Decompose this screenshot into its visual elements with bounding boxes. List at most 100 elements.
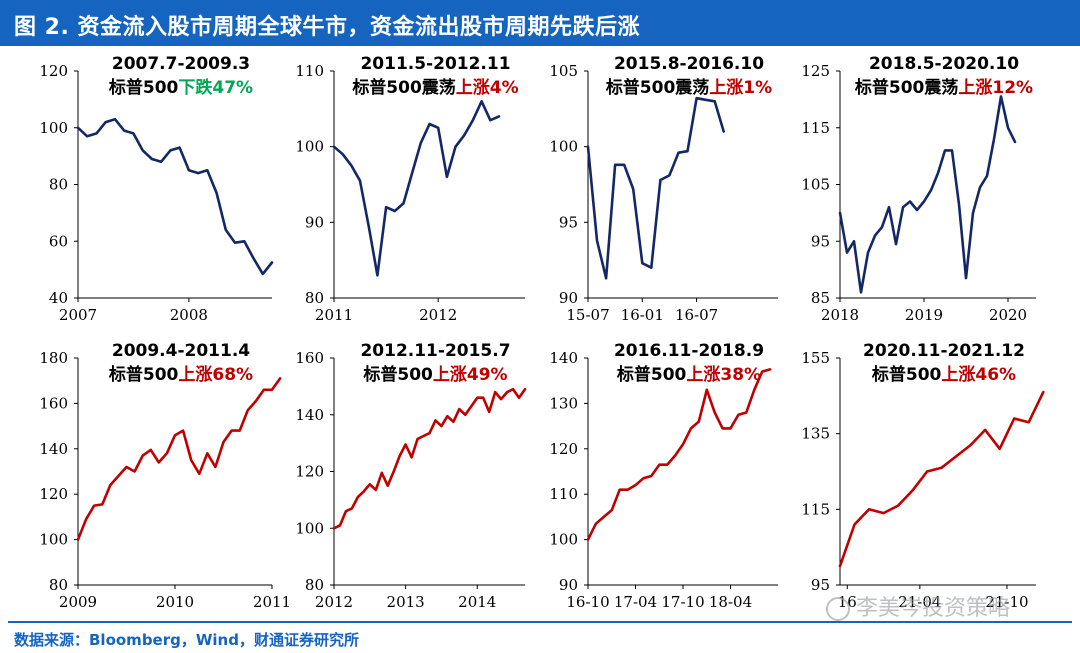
chart-title-change: 上涨38% — [686, 365, 761, 385]
chart-panel-3: 90 95 100 105 15-07 16-01 16-07 2015.8-2016.10 标… — [549, 54, 778, 324]
watermark-text: 李美岑投资策略 — [856, 596, 1011, 621]
y-tick-label: 125 — [801, 62, 830, 80]
chart-title-change: 上涨46% — [941, 365, 1016, 385]
chart-title-trend: 标普500上涨49% — [363, 364, 507, 385]
y-tick-label: 160 — [295, 349, 324, 367]
chart-title-change: 上涨12% — [958, 78, 1033, 98]
y-tick-label: 155 — [801, 349, 830, 367]
y-tick-label: 95 — [559, 213, 578, 231]
x-tick-label: 15-07 — [566, 306, 609, 324]
series-line — [586, 96, 726, 280]
y-tick-label: 100 — [39, 531, 68, 549]
chart-title-prefix: 标普500震荡 — [855, 77, 959, 98]
x-tick-label: 16-01 — [621, 306, 664, 324]
y-tick-label: 115 — [801, 119, 830, 137]
chart-title-change: 上涨1% — [709, 78, 772, 98]
chart-panel-2: 80 90 100 110 2011 2012 2011.5-2012.11 标普500震荡上… — [295, 54, 525, 324]
x-tick-label: 2009 — [59, 593, 97, 611]
chart-title-period: 2009.4-2011.4 — [112, 341, 250, 361]
x-tick-label: 2018 — [821, 306, 859, 324]
x-tick-label: 16-07 — [675, 306, 718, 324]
chart-title-change: 上涨68% — [178, 365, 253, 385]
chart-title-change: 上涨4% — [456, 78, 519, 98]
y-tick-label: 110 — [549, 485, 578, 503]
x-tick-label: 2013 — [387, 593, 425, 611]
y-tick-label: 100 — [549, 138, 578, 156]
x-tick-label: 2011 — [315, 306, 353, 324]
chart-title-trend: 标普500震荡上涨1% — [606, 77, 772, 98]
chart-panel-5: 80 100 120 140 160 180 2009 2010 2011 2009.4-2011… — [39, 341, 291, 611]
chart-title-change: 下跌47% — [178, 78, 253, 98]
series-line — [838, 390, 1045, 568]
x-tick-label: 18-04 — [709, 593, 752, 611]
chart-title-trend: 标普500下跌47% — [109, 77, 253, 98]
series-line — [332, 99, 501, 277]
y-tick-label: 80 — [49, 176, 68, 194]
x-tick-label: 2010 — [156, 593, 194, 611]
y-tick-label: 80 — [305, 289, 324, 307]
y-tick-label: 120 — [39, 485, 68, 503]
y-tick-label: 140 — [549, 349, 578, 367]
series-line — [332, 387, 527, 530]
y-tick-label: 100 — [295, 138, 324, 156]
chart-panel-6: 80 100 120 140 160 2012 2013 2014 2012.11-2015.7… — [295, 341, 527, 611]
chart-title-trend: 标普500上涨46% — [872, 364, 1016, 385]
x-tick-label: 2012 — [419, 306, 457, 324]
y-tick-label: 80 — [49, 576, 68, 594]
x-tick-label: 2008 — [170, 306, 208, 324]
y-tick-label: 80 — [305, 576, 324, 594]
y-tick-label: 95 — [811, 576, 830, 594]
y-tick-label: 40 — [49, 289, 68, 307]
x-tick-label: 2007 — [59, 306, 97, 324]
chart-title-period: 2016.11-2018.9 — [614, 341, 764, 361]
chart-title-period: 2018.5-2020.10 — [869, 54, 1019, 74]
chart-panel-1: 40 60 80 100 120 2007 2008 2007.7-2009.3 标普500下跌… — [39, 54, 274, 324]
wechat-icon — [826, 597, 850, 621]
y-tick-label: 120 — [295, 463, 324, 481]
chart-title-prefix: 标普500 — [109, 364, 179, 385]
x-tick-label: 16-10 — [566, 593, 609, 611]
y-tick-label: 120 — [39, 62, 68, 80]
page-title: 图 2. 资金流入股市周期全球牛市，资金流出股市周期先跌后涨 — [14, 15, 640, 40]
chart-panel-7: 90 100 110 120 130 140 16-10 17-04 17-10 18-04 201… — [549, 341, 778, 611]
y-tick-label: 140 — [295, 406, 324, 424]
y-tick-label: 135 — [801, 425, 830, 443]
chart-title-period: 2011.5-2012.11 — [360, 54, 510, 74]
chart-title-trend: 标普500震荡上涨12% — [855, 77, 1033, 98]
y-tick-label: 60 — [49, 232, 68, 250]
y-tick-label: 105 — [549, 62, 578, 80]
y-tick-label: 120 — [549, 440, 578, 458]
y-tick-label: 90 — [559, 289, 578, 307]
chart-title-period: 2007.7-2009.3 — [112, 54, 250, 74]
x-tick-label: 21-10 — [985, 593, 1028, 611]
y-tick-label: 100 — [295, 519, 324, 537]
chart-title-prefix: 标普500 — [872, 364, 942, 385]
source-note: 数据来源：Bloomberg，Wind，财通证券研究所 — [14, 631, 359, 649]
y-tick-label: 95 — [811, 232, 830, 250]
x-tick-label: 2019 — [905, 306, 943, 324]
chart-title-prefix: 标普500震荡 — [352, 77, 456, 98]
series-line — [586, 368, 772, 541]
chart-title-period: 2020.11-2021.12 — [863, 341, 1025, 361]
y-tick-label: 110 — [295, 62, 324, 80]
x-tick-label: 2020 — [989, 306, 1027, 324]
y-tick-label: 90 — [559, 576, 578, 594]
x-tick-label: 21-04 — [898, 593, 941, 611]
chart-title-prefix: 标普500 — [617, 364, 687, 385]
chart-title-prefix: 标普500震荡 — [606, 77, 710, 98]
x-tick-label: 17-10 — [661, 593, 704, 611]
chart-title-trend: 标普500震荡上涨4% — [352, 77, 518, 98]
series-line — [838, 95, 1017, 294]
y-tick-label: 130 — [549, 394, 578, 412]
y-tick-label: 100 — [549, 531, 578, 549]
chart-panel-4: 85 95 105 115 125 2018 2019 2020 2018.5-2020.10 标… — [801, 54, 1036, 324]
chart-title-trend: 标普500上涨68% — [109, 364, 253, 385]
title-bar: 图 2. 资金流入股市周期全球牛市，资金流出股市周期先跌后涨 — [0, 0, 1080, 46]
watermark: 李美岑投资策略 — [826, 590, 1010, 622]
chart-title-prefix: 标普500 — [109, 77, 179, 98]
y-tick-label: 105 — [801, 176, 830, 194]
y-tick-label: 90 — [305, 213, 324, 231]
y-tick-label: 180 — [39, 349, 68, 367]
